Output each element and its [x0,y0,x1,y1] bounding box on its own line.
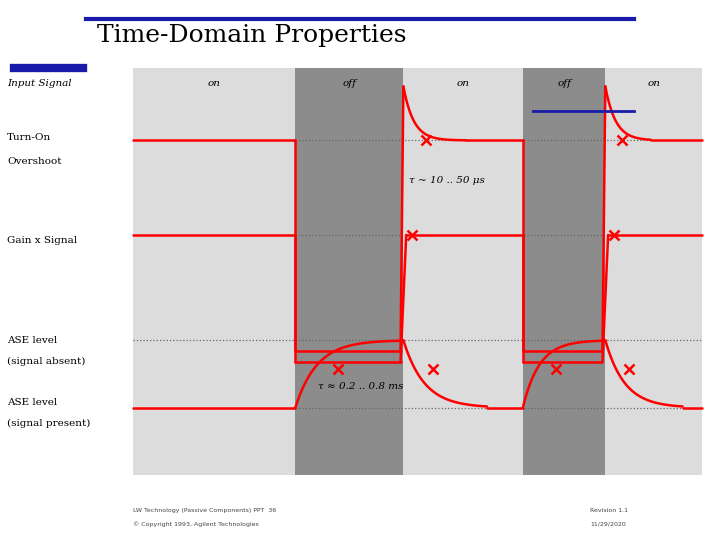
Text: Turn-On: Turn-On [7,133,51,142]
Text: on: on [456,79,469,88]
Text: Time-Domain Properties: Time-Domain Properties [97,24,407,46]
Text: off: off [557,79,571,88]
Text: τ ~ 10 .. 50 μs: τ ~ 10 .. 50 μs [409,177,485,185]
Bar [133,68,295,475]
Text: Gain x Signal: Gain x Signal [7,236,77,245]
Bar [523,68,606,475]
Text: ASE level: ASE level [7,336,58,345]
Bar [403,68,523,475]
Text: on: on [647,79,660,88]
Text: Revision 1.1: Revision 1.1 [590,508,629,513]
Text: off: off [342,79,356,88]
Text: ASE level: ASE level [7,398,58,407]
Bar [295,68,403,475]
Text: on: on [208,79,221,88]
Text: 11/29/2020: 11/29/2020 [590,521,626,526]
Text: (signal absent): (signal absent) [7,357,86,366]
Text: Input Signal: Input Signal [7,79,72,88]
Bar [606,68,702,475]
Text: LW Technology (Passive Components) PPT  36: LW Technology (Passive Components) PPT 3… [133,508,276,513]
Text: τ ≈ 0.2 .. 0.8 ms: τ ≈ 0.2 .. 0.8 ms [318,382,403,390]
Text: (signal present): (signal present) [7,420,91,428]
Text: Overshoot: Overshoot [7,158,62,166]
Text: © Copyright 1993, Agilent Technologies: © Copyright 1993, Agilent Technologies [133,521,259,526]
